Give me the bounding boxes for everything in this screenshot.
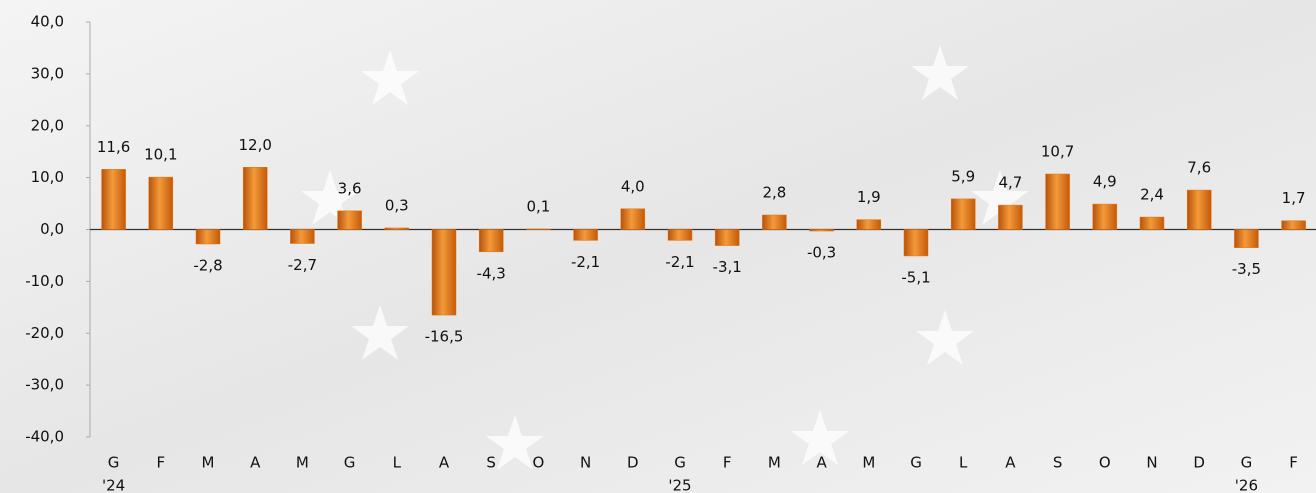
bar [195, 229, 221, 245]
value-label: 10,1 [144, 146, 177, 164]
bar [998, 204, 1023, 230]
bar [526, 228, 551, 230]
x-tick-label: N [580, 454, 591, 472]
bar [762, 214, 787, 230]
x-tick-label: A [816, 454, 827, 472]
x-tick-label: F [723, 454, 732, 472]
bar [573, 229, 598, 241]
bar [337, 210, 362, 230]
x-tick-label: L [393, 454, 402, 472]
y-tick-label: 10,0 [31, 168, 64, 186]
x-tick-label: D [1193, 454, 1205, 472]
bar [478, 229, 504, 253]
value-label: 0,1 [526, 197, 550, 215]
x-tick-label: N [1146, 454, 1157, 472]
x-year-label: '25 [668, 477, 691, 493]
value-label: 11,6 [97, 138, 130, 156]
x-tick-label: M [202, 454, 215, 472]
value-label: -0,3 [807, 244, 836, 262]
bar [242, 167, 268, 230]
bar [384, 227, 410, 230]
bar [856, 219, 882, 230]
y-tick-label: -40,0 [25, 428, 64, 446]
value-label: 2,8 [762, 183, 786, 201]
x-tick-label: G [108, 454, 120, 472]
bar [148, 176, 174, 230]
bar [809, 229, 834, 232]
y-tick-label: -20,0 [25, 324, 64, 342]
y-tick-label: -10,0 [25, 272, 64, 290]
value-label: 7,6 [1187, 159, 1211, 177]
y-tick-label: -30,0 [25, 376, 64, 394]
x-tick-label: F [1289, 454, 1298, 472]
bar [903, 229, 929, 257]
value-label: -2,7 [288, 256, 317, 274]
x-tick-label: F [156, 454, 165, 472]
x-tick-label: G [674, 454, 686, 472]
y-tick-label: 30,0 [31, 64, 64, 82]
value-label: -16,5 [425, 328, 464, 346]
value-label: -2,1 [665, 253, 694, 271]
bar [290, 229, 315, 244]
bar [667, 229, 693, 241]
y-tick-label: 40,0 [31, 13, 64, 31]
bar [620, 208, 646, 230]
x-tick-label: M [862, 454, 875, 472]
value-label: 12,0 [238, 136, 271, 154]
x-tick-label: O [532, 454, 544, 472]
x-tick-label: G [910, 454, 922, 472]
x-tick-label: A [439, 454, 450, 472]
bar [431, 229, 457, 316]
x-tick-label: S [486, 454, 496, 472]
x-tick-label: G [1241, 454, 1253, 472]
value-label: 0,3 [385, 196, 409, 214]
bar [1139, 216, 1165, 230]
value-label: 10,7 [1041, 142, 1074, 160]
value-label: -3,5 [1232, 260, 1261, 278]
bar [1281, 220, 1306, 230]
bar [1092, 203, 1118, 230]
value-label: -4,3 [477, 264, 506, 282]
value-label: 1,7 [1282, 189, 1306, 207]
x-tick-label: S [1053, 454, 1063, 472]
value-label: -5,1 [901, 268, 930, 286]
x-tick-label: M [768, 454, 781, 472]
x-tick-label: A [250, 454, 261, 472]
x-tick-label: G [344, 454, 356, 472]
value-label: 4,7 [998, 174, 1022, 192]
x-tick-label: D [627, 454, 639, 472]
value-label: 4,0 [621, 177, 645, 195]
x-tick-label: O [1099, 454, 1111, 472]
bar [714, 229, 740, 246]
x-year-label: '24 [102, 477, 125, 493]
bar [101, 169, 126, 230]
value-label: -2,8 [193, 257, 222, 275]
x-tick-label: M [296, 454, 309, 472]
x-year-label: '26 [1235, 477, 1258, 493]
bar [1186, 189, 1212, 230]
value-label: 5,9 [951, 167, 975, 185]
value-label: 2,4 [1140, 186, 1164, 204]
x-tick-label: L [959, 454, 968, 472]
x-tick-label: A [1005, 454, 1016, 472]
bar [1045, 173, 1070, 230]
y-tick-label: 0,0 [40, 220, 64, 238]
value-label: 4,9 [1093, 173, 1117, 191]
value-label: 3,6 [338, 179, 362, 197]
value-label: 1,9 [857, 188, 881, 206]
value-label: -2,1 [571, 253, 600, 271]
value-label: -3,1 [713, 258, 742, 276]
bar [1234, 229, 1259, 248]
bar [950, 198, 976, 230]
y-tick-label: 20,0 [31, 116, 64, 134]
